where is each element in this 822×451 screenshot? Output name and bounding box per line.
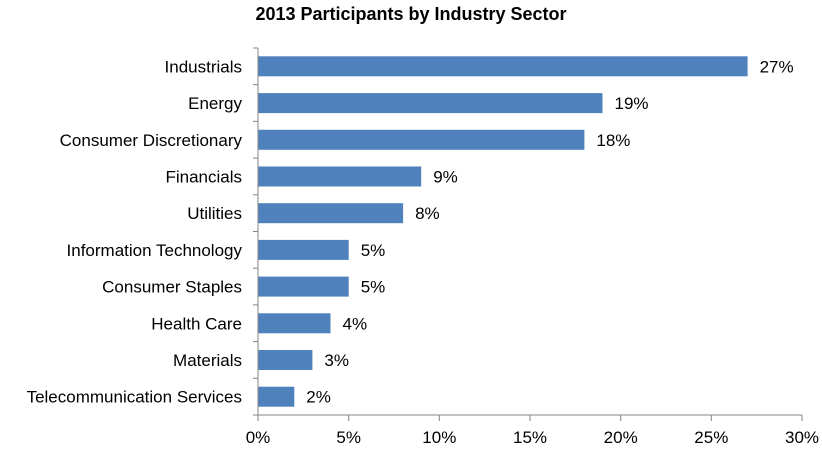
bar-0 bbox=[258, 56, 748, 77]
data-label-3: 9% bbox=[433, 168, 458, 187]
x-tick-label-5: 25% bbox=[694, 428, 728, 446]
bar-5 bbox=[258, 239, 349, 260]
data-label-0: 27% bbox=[760, 57, 794, 76]
category-label-5: Information Technology bbox=[67, 241, 243, 260]
bar-6 bbox=[258, 276, 349, 297]
data-label-6: 5% bbox=[361, 278, 386, 297]
x-tick-label-1: 5% bbox=[336, 428, 361, 446]
x-tick-label-3: 15% bbox=[513, 428, 547, 446]
bar-9 bbox=[258, 386, 295, 407]
category-label-0: Industrials bbox=[165, 57, 242, 76]
category-label-3: Financials bbox=[165, 168, 242, 187]
bar-3 bbox=[258, 166, 422, 187]
data-label-5: 5% bbox=[361, 241, 386, 260]
category-label-8: Materials bbox=[173, 351, 242, 370]
data-label-7: 4% bbox=[343, 314, 368, 333]
category-label-9: Telecommunication Services bbox=[27, 388, 242, 407]
data-label-8: 3% bbox=[324, 351, 349, 370]
data-label-4: 8% bbox=[415, 204, 440, 223]
bar-7 bbox=[258, 313, 331, 334]
data-label-2: 18% bbox=[596, 131, 630, 150]
category-label-1: Energy bbox=[188, 94, 242, 113]
bar-8 bbox=[258, 350, 313, 370]
category-label-7: Health Care bbox=[151, 314, 242, 333]
category-label-6: Consumer Staples bbox=[102, 278, 242, 297]
bar-1 bbox=[258, 93, 603, 114]
bar-4 bbox=[258, 203, 404, 224]
category-label-4: Utilities bbox=[187, 204, 242, 223]
category-label-2: Consumer Discretionary bbox=[60, 131, 243, 150]
bar-2 bbox=[258, 129, 585, 150]
x-tick-label-2: 10% bbox=[422, 428, 456, 446]
chart-title: 2013 Participants by Industry Sector bbox=[255, 4, 567, 24]
x-tick-label-0: 0% bbox=[246, 428, 271, 446]
data-label-1: 19% bbox=[615, 94, 649, 113]
data-label-9: 2% bbox=[306, 388, 331, 407]
x-tick-label-4: 20% bbox=[604, 428, 638, 446]
x-tick-label-6: 30% bbox=[785, 428, 819, 446]
